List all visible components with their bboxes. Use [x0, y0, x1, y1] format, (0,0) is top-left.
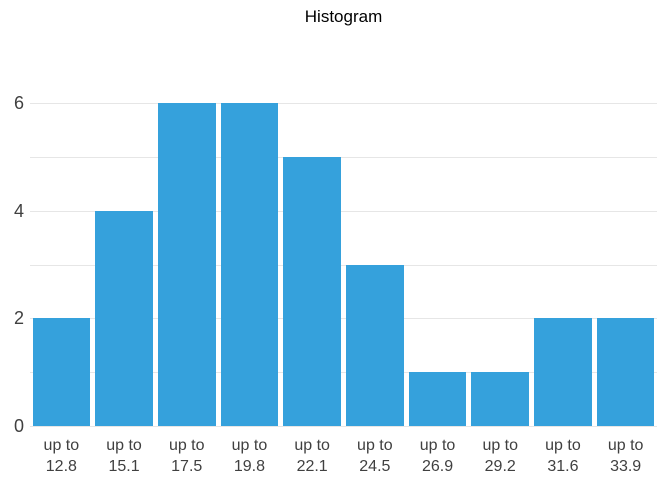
y-tick-label: 0	[13, 416, 24, 436]
histogram-bar	[95, 210, 153, 426]
gridline-y-1	[30, 372, 657, 374]
histogram-bar	[346, 264, 404, 426]
x-tick-label: up to 15.1	[106, 437, 142, 475]
histogram-bar	[32, 318, 91, 426]
y-tick-label: 2	[13, 308, 24, 329]
gridline-y-4	[30, 210, 657, 212]
x-tick-label: up to 26.9	[419, 437, 456, 475]
gridline-y-6	[30, 103, 657, 105]
gridline-y-5	[30, 157, 657, 158]
y-tick-label: 4	[13, 200, 24, 221]
x-tick-label: up to 12.8	[43, 437, 80, 475]
gridline-y-0	[30, 426, 657, 427]
x-tick-label: up to 22.1	[294, 437, 330, 475]
x-tick-label: up to 31.6	[545, 437, 581, 475]
histogram-bar	[157, 103, 216, 426]
gridline-y-2	[30, 318, 657, 320]
x-tick-label: up to 29.2	[482, 437, 519, 475]
y-tick-label: 6	[13, 93, 24, 114]
histogram-bar	[220, 103, 279, 426]
chart-title: Histogram	[304, 7, 383, 26]
x-tick-label: up to 19.8	[231, 437, 268, 475]
gridline-y-3	[30, 264, 657, 266]
histogram-bar	[283, 157, 341, 426]
x-tick-label: up to 33.9	[607, 437, 644, 475]
histogram-bar	[534, 318, 592, 426]
histogram-bar	[471, 372, 530, 426]
x-tick-label: up to 24.5	[357, 437, 393, 475]
histogram-bar	[596, 318, 655, 426]
x-tick-label: up to 17.5	[168, 437, 205, 475]
histogram-bar	[408, 372, 467, 426]
